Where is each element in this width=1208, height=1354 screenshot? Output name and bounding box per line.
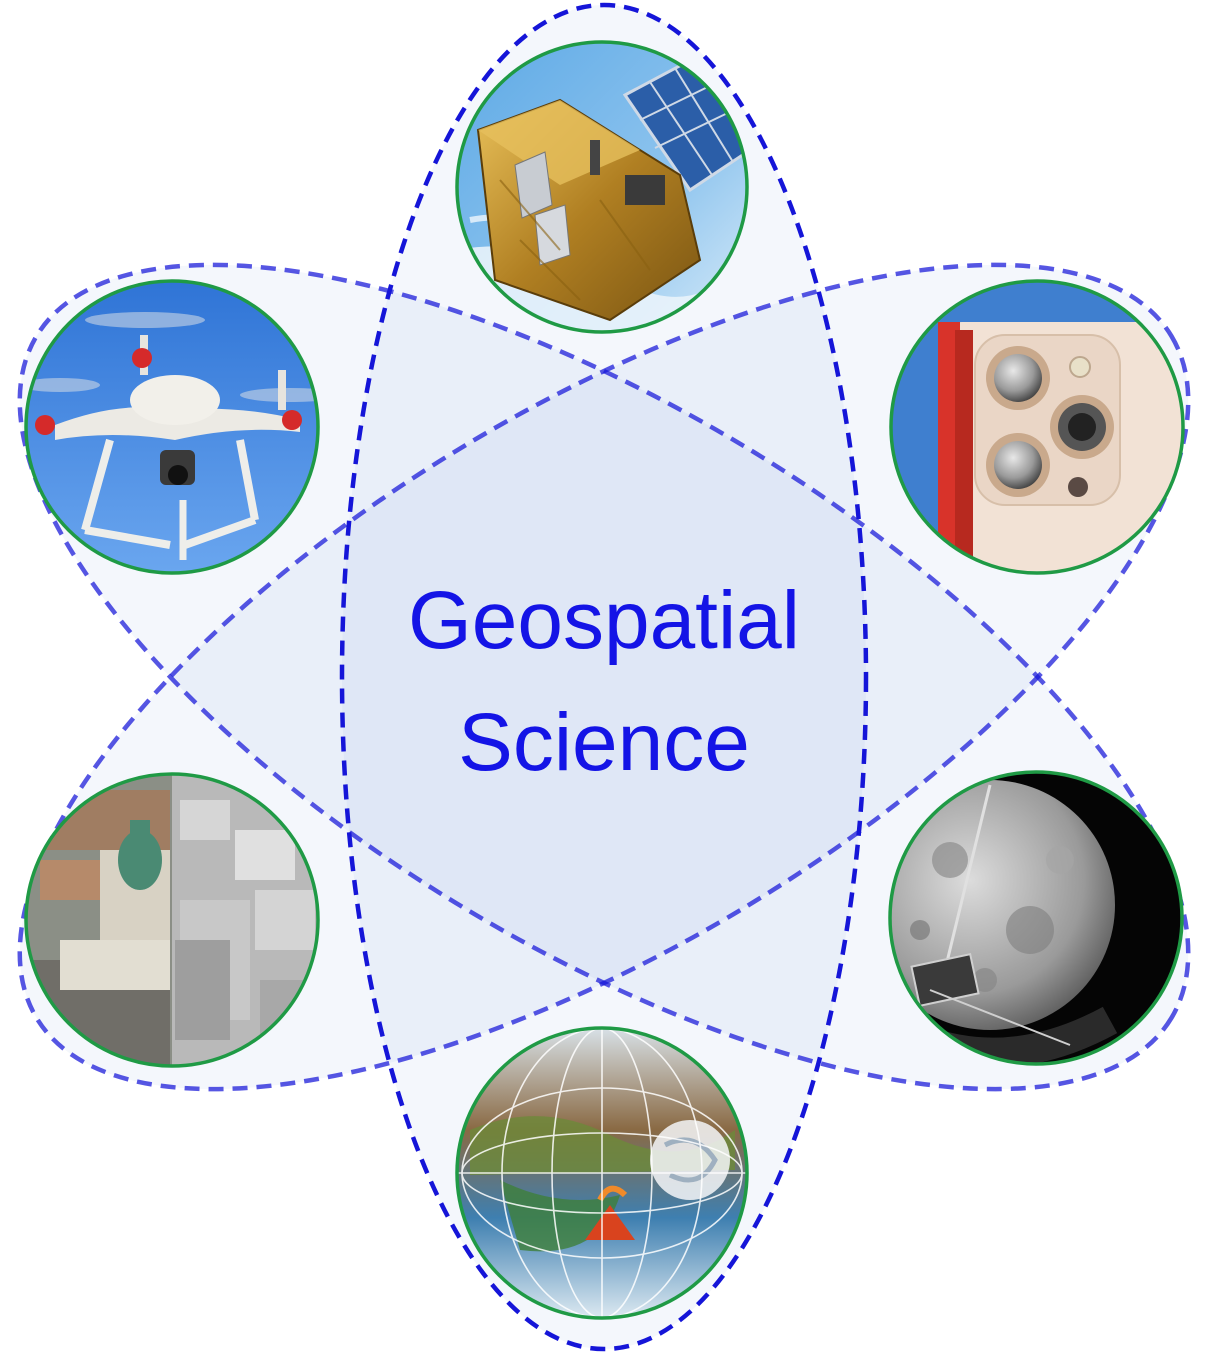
- title-line-2: Science: [458, 697, 750, 788]
- title-line-1: Geospatial: [408, 575, 800, 666]
- earth-globe-icon: [455, 1026, 750, 1321]
- satellite-icon: [455, 40, 750, 335]
- 3d-city-icon: [26, 774, 318, 1070]
